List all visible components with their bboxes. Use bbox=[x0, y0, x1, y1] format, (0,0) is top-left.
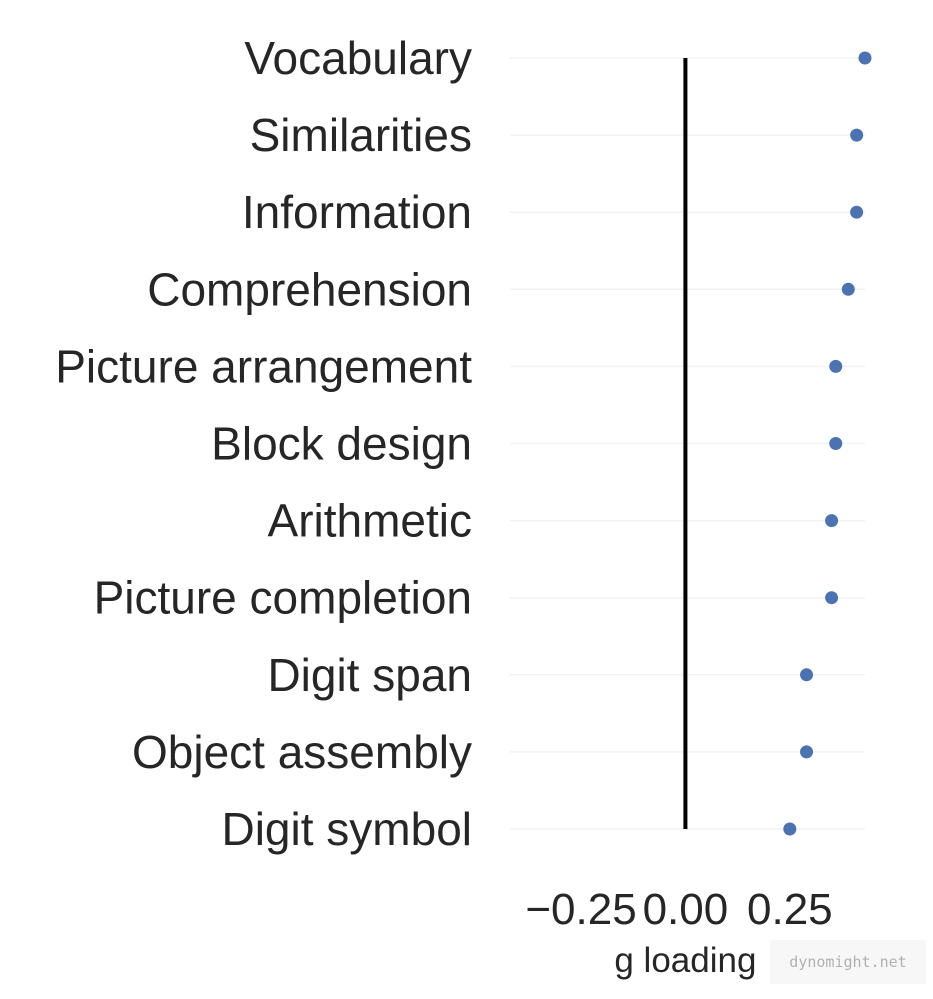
category-label: Comprehension bbox=[147, 263, 472, 315]
category-label: Picture completion bbox=[94, 572, 472, 624]
data-point bbox=[800, 745, 814, 759]
category-labels: Vocabulary Similarities Information Compreh… bbox=[55, 32, 472, 855]
category-label: Vocabulary bbox=[244, 32, 472, 84]
data-point bbox=[829, 437, 843, 450]
x-tick-label: 0.00 bbox=[643, 885, 729, 934]
data-point bbox=[829, 359, 843, 373]
data-point bbox=[783, 822, 797, 836]
x-tick-labels: −0.25 0.00 0.25 bbox=[525, 885, 832, 934]
category-label: Block design bbox=[211, 418, 472, 470]
category-label: Picture arrangement bbox=[55, 340, 472, 392]
category-label: Similarities bbox=[250, 109, 472, 161]
category-label: Object assembly bbox=[132, 726, 472, 778]
data-point bbox=[858, 51, 872, 65]
data-point bbox=[850, 128, 864, 142]
x-tick-label: −0.25 bbox=[525, 885, 636, 934]
watermark: dynomight.net bbox=[770, 940, 926, 984]
data-point bbox=[800, 668, 814, 682]
data-points bbox=[783, 51, 872, 836]
category-label: Information bbox=[242, 186, 472, 238]
category-label: Arithmetic bbox=[268, 495, 472, 547]
category-label: Digit span bbox=[267, 649, 472, 701]
x-tick-label: 0.25 bbox=[747, 885, 833, 934]
data-point bbox=[841, 282, 855, 296]
category-label: Digit symbol bbox=[221, 803, 472, 855]
gridlines bbox=[510, 57, 865, 830]
data-point bbox=[825, 514, 839, 528]
data-point bbox=[825, 591, 839, 605]
data-point bbox=[850, 205, 864, 219]
x-axis-title: g loading bbox=[614, 941, 756, 980]
